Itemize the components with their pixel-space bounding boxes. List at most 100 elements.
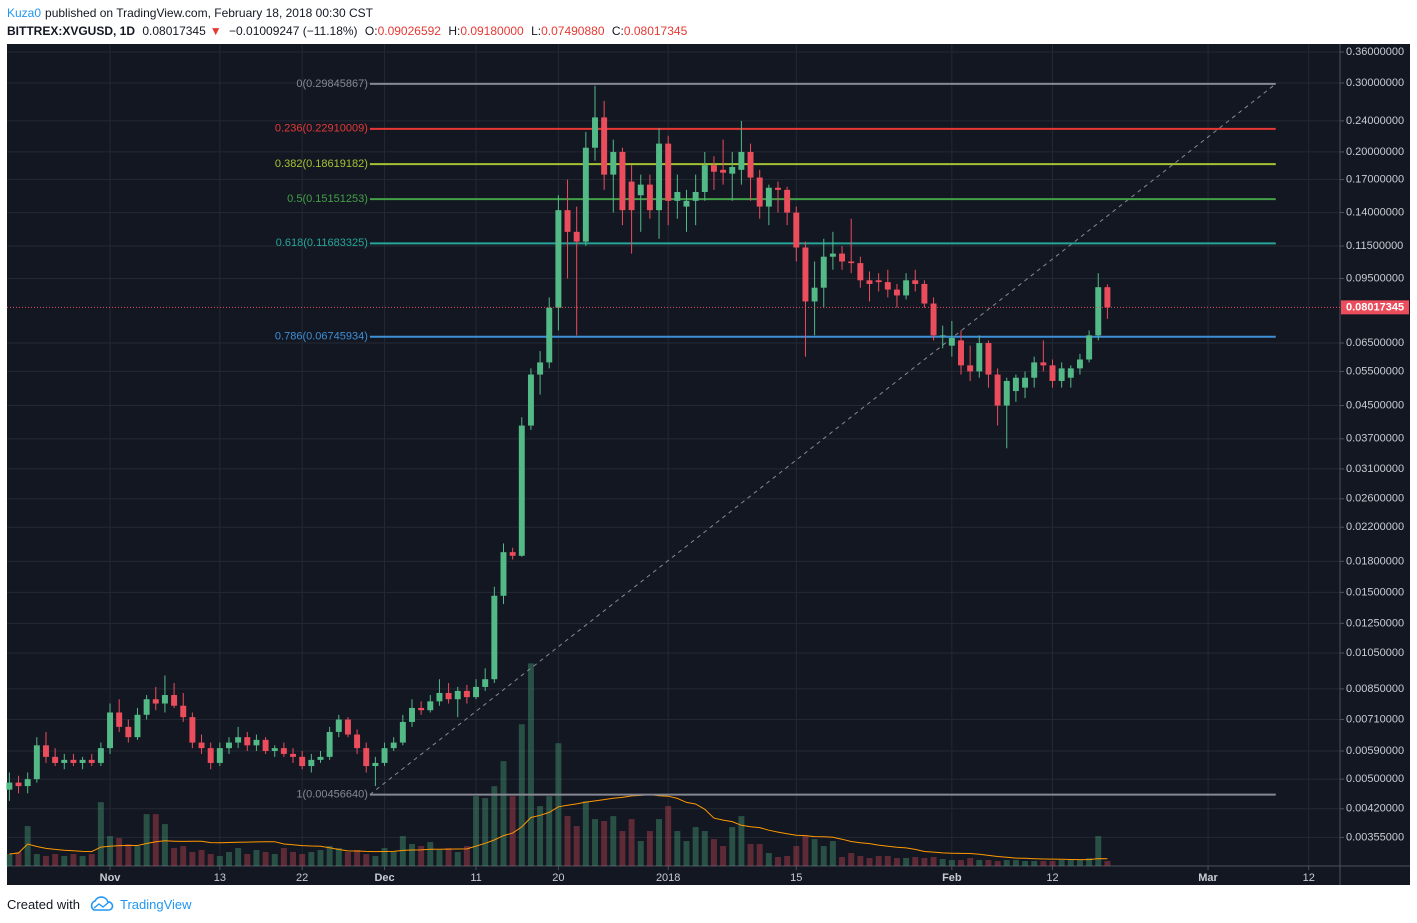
candle-body: [454, 690, 461, 700]
volume-bar: [875, 856, 882, 866]
volume-bar: [70, 854, 77, 866]
candle-body: [427, 701, 434, 711]
y-tick-label: 0.01500000: [1346, 586, 1404, 598]
ohlc-value: 0.09026592: [377, 24, 441, 38]
volume-ma: [9, 794, 1108, 861]
candle-body: [628, 181, 635, 211]
candle-body: [573, 231, 580, 242]
candle-body: [134, 714, 141, 738]
author[interactable]: Kuza0: [7, 6, 42, 20]
candle-body: [70, 759, 77, 763]
volume-bar: [482, 798, 489, 866]
candle-body: [1067, 368, 1074, 378]
volume-bar: [107, 836, 114, 866]
y-tick-label: 0.03100000: [1346, 463, 1404, 475]
x-tick-label: 22: [296, 872, 308, 884]
logo[interactable]: [88, 896, 116, 912]
candle-body: [409, 707, 415, 722]
fib-label: 0.618(0.11683325): [276, 237, 368, 249]
volume-bar: [985, 860, 992, 866]
candle-body: [884, 282, 891, 290]
brand[interactable]: TradingView: [119, 896, 192, 912]
candle-body: [665, 143, 672, 201]
volume-bar: [216, 856, 223, 866]
ohlc-value: 0.09180000: [460, 24, 524, 38]
price: 0.08017345: [142, 24, 206, 38]
volume-bar: [665, 806, 672, 866]
volume-bar: [226, 852, 232, 866]
volume-bar: [390, 852, 397, 866]
chart-panel: [7, 44, 1410, 885]
y-tick-label: 0.02200000: [1346, 521, 1404, 533]
volume-bar: [1086, 858, 1093, 866]
candle-body: [262, 739, 269, 752]
candle-body: [125, 726, 132, 738]
candle-body: [619, 151, 626, 211]
candle-body: [491, 595, 498, 680]
candle-body: [463, 690, 470, 698]
y-tick-label: 0.01250000: [1346, 617, 1404, 629]
volume-bar: [207, 854, 214, 866]
volume-bar: [454, 852, 461, 866]
header: Kuza0 published on TradingView.com, Febru…: [7, 4, 691, 40]
ohlc-key: C:: [611, 24, 624, 38]
candle-body: [729, 167, 736, 174]
volume-bar: [463, 846, 470, 866]
y-tick-label: 0.14000000: [1346, 206, 1404, 218]
volume-bar: [820, 846, 827, 866]
volume-bar: [811, 839, 818, 866]
candle-body: [226, 742, 232, 749]
fib-label: 0.236(0.22910009): [275, 123, 368, 135]
candle-body: [445, 692, 452, 700]
volume-bar: [720, 846, 727, 866]
candle-body: [244, 737, 251, 746]
candle-body: [912, 280, 919, 284]
volume-bar: [363, 854, 370, 866]
volume-bar: [418, 846, 425, 866]
candle-body: [747, 151, 754, 178]
candle-body: [473, 686, 480, 698]
footer: Created with TradingView: [7, 896, 192, 912]
candle-body: [1049, 365, 1056, 381]
candle-body: [546, 307, 553, 363]
volume-bar: [134, 846, 141, 866]
candle-body: [784, 189, 791, 213]
volume-bar: [381, 848, 388, 866]
volume-bar: [116, 838, 123, 866]
volume-bar: [848, 853, 855, 866]
volume-bar: [15, 852, 22, 866]
candle-body: [893, 289, 900, 296]
y-tick-label: 0.00710000: [1346, 713, 1404, 725]
candle-body: [811, 287, 818, 302]
volume-bar: [189, 852, 196, 866]
candle-body: [765, 187, 772, 207]
ohlc-value: 0.07490880: [541, 24, 605, 38]
volume-bar: [1003, 860, 1010, 866]
volume-bar: [729, 827, 736, 866]
candle-body: [33, 745, 40, 780]
volume-bar: [280, 848, 287, 866]
candle-body: [802, 247, 809, 302]
candle-body: [829, 253, 836, 257]
volume-bar: [527, 663, 534, 866]
y-tick-label: 0.20000000: [1346, 146, 1404, 158]
candle-body: [189, 717, 196, 743]
candle-body: [1022, 377, 1029, 388]
candle-body: [152, 699, 159, 704]
volume-bar: [372, 856, 379, 866]
volume-bar: [839, 857, 846, 866]
volume-bar: [88, 854, 95, 866]
volume-bar: [1067, 860, 1074, 866]
candle-body: [527, 374, 534, 426]
candle-body: [839, 253, 846, 262]
candle-body: [701, 165, 708, 193]
volume-bar: [866, 858, 873, 866]
candle-body: [564, 210, 571, 232]
x-tick-label: 11: [470, 872, 481, 884]
volume-bar: [161, 824, 168, 866]
y-tick-label: 0.00850000: [1346, 683, 1404, 695]
trend-line: [369, 83, 1277, 795]
candle-body: [1076, 359, 1083, 369]
candle-body: [436, 692, 443, 702]
fib-label: 0.382(0.18619182): [275, 158, 368, 170]
